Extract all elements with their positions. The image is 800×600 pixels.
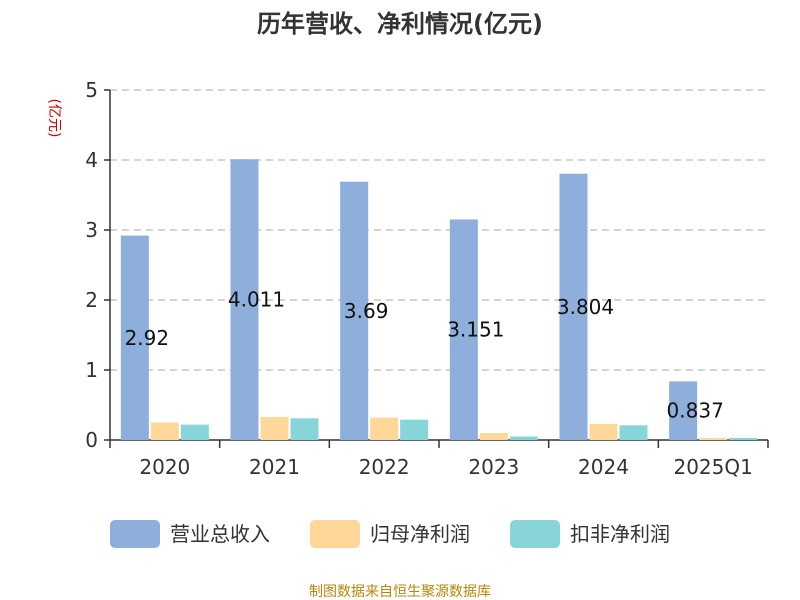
y-tick-label: 0 bbox=[85, 428, 98, 452]
legend-label: 归母净利润 bbox=[370, 522, 470, 546]
bar-3 bbox=[729, 437, 758, 440]
bar-1 bbox=[340, 181, 369, 440]
bar-3 bbox=[619, 425, 648, 440]
bar-2 bbox=[260, 416, 289, 440]
x-tick-label: 2025Q1 bbox=[673, 455, 752, 479]
legend-swatch bbox=[510, 520, 560, 548]
data-label: 0.837 bbox=[667, 399, 724, 423]
bar-3 bbox=[400, 419, 429, 440]
y-tick-labels: 0 1 2 3 4 5 bbox=[85, 78, 98, 452]
y-tick-label: 5 bbox=[85, 78, 98, 102]
legend: 营业总收入 归母净利润 扣非净利润 bbox=[110, 520, 670, 548]
bar-2 bbox=[589, 423, 618, 440]
legend-label: 扣非净利润 bbox=[570, 522, 670, 546]
data-label: 2.92 bbox=[125, 326, 170, 350]
x-tick-label: 2022 bbox=[359, 455, 410, 479]
bar-2 bbox=[150, 422, 179, 440]
bar-2 bbox=[370, 417, 399, 440]
bar-1 bbox=[230, 159, 259, 441]
grid-lines bbox=[110, 89, 768, 371]
legend-swatch bbox=[310, 520, 360, 548]
legend-swatch bbox=[110, 520, 160, 548]
y-tick-label: 2 bbox=[85, 288, 98, 312]
data-label: 3.69 bbox=[344, 299, 389, 323]
data-label: 3.151 bbox=[447, 318, 504, 342]
bar-3 bbox=[509, 436, 538, 440]
y-tick-label: 3 bbox=[85, 218, 98, 242]
source-note: 制图数据来自恒生聚源数据库 bbox=[309, 584, 491, 600]
data-label: 3.804 bbox=[557, 295, 614, 319]
bar-3 bbox=[290, 418, 319, 440]
bar-3 bbox=[180, 424, 209, 440]
x-tick-label: 2023 bbox=[468, 455, 519, 479]
data-label: 4.011 bbox=[228, 288, 285, 312]
chart-title: 历年营收、净利情况(亿元) bbox=[257, 10, 543, 38]
bars bbox=[120, 159, 758, 441]
axes bbox=[104, 89, 769, 448]
bar-2 bbox=[699, 437, 728, 440]
bar-2 bbox=[479, 433, 508, 440]
x-tick-label: 2021 bbox=[249, 455, 300, 479]
y-tick-label: 1 bbox=[85, 358, 98, 382]
bar-1 bbox=[449, 219, 478, 440]
x-tick-label: 2020 bbox=[139, 455, 190, 479]
y-tick-label: 4 bbox=[85, 148, 98, 172]
legend-label: 营业总收入 bbox=[170, 522, 270, 546]
x-tick-labels: 2020 2021 2022 2023 2024 2025Q1 bbox=[139, 455, 752, 479]
bar-1 bbox=[120, 235, 149, 440]
bar-1 bbox=[669, 381, 698, 440]
bar-1 bbox=[559, 173, 588, 440]
data-labels: 2.92 4.011 3.69 3.151 3.804 0.837 bbox=[125, 288, 724, 423]
y-unit-label: (亿元) bbox=[46, 99, 62, 138]
x-tick-label: 2024 bbox=[578, 455, 629, 479]
